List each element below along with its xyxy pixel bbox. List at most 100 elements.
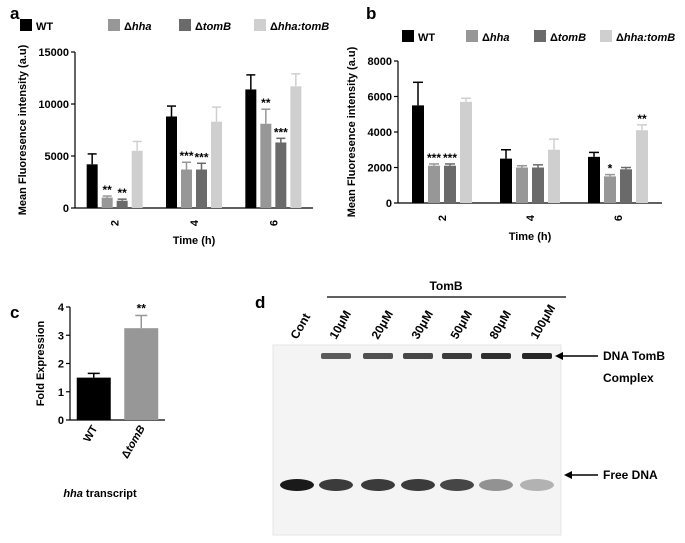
bar [428,165,440,203]
bar [604,176,616,203]
gel-lane-label: 30μM [408,308,435,342]
bar [196,169,207,208]
gel-lane-label: Cont [287,311,313,342]
legend-swatch [534,30,546,42]
y-tick-label: 10000 [38,99,69,111]
gel-panel: TomB Cont 10μM 20μM 30μM 50μM 80μM 100μM DNA T… [272,279,665,536]
gel-lane-label: 80μM [486,308,513,342]
y-tick-label: 4 [58,302,65,314]
gel-lane-label: 100μM [527,302,558,341]
complex-band [522,353,552,359]
complex-band [481,353,511,359]
x-tick-label: ΔtomB [119,423,147,460]
y-tick-label: 15000 [38,47,69,59]
panel-letter-a: a [10,4,20,23]
significance-label: ** [117,186,127,200]
legend-label: ΔtomB [550,32,586,44]
x-tick-label: 4 [189,219,201,226]
legend-swatch [179,19,191,31]
free-dna-band [520,479,554,491]
gel-lane-label: 20μM [368,308,395,342]
y-axis-label: Mean Fluoresence intensity (a.u) [17,44,29,215]
bar [548,149,560,203]
legend-label: Δhha [482,32,509,44]
bar [131,150,143,208]
bar [500,158,512,203]
bar [181,169,192,208]
y-tick-label: 4000 [368,127,392,139]
legend-swatch [466,30,478,42]
complex-band [442,353,472,359]
legend-swatch [600,30,612,42]
bar [620,169,632,203]
bar [532,167,544,203]
free-dna-label: Free DNA [603,468,658,482]
complex-label-line1: DNA TomB [603,349,665,363]
significance-label: *** [274,125,288,139]
bar [116,200,128,208]
bar [86,164,98,208]
free-dna-band [440,479,474,491]
free-dna-arrow-head [564,471,572,479]
bar [290,86,302,208]
significance-label: ** [261,96,271,110]
free-dna-band [479,479,513,491]
significance-label: *** [427,151,441,165]
x-axis-label: Time (h) [509,231,552,243]
panel-letter-c: c [10,303,19,322]
bar [516,167,528,203]
y-tick-label: 8000 [368,56,392,68]
legend-label: Δhha [124,21,151,33]
legend-label: WT [36,21,53,33]
legend-label: Δhha:tomB [616,32,675,44]
x-tick-label: 4 [525,214,537,221]
bar [211,121,222,208]
chart-c: 0 1 2 3 4 Fold Expression WT ΔtomB ** hha transcr… [35,301,165,500]
bar [260,123,272,208]
significance-label: ** [102,183,112,197]
gel-lane-label: 10μM [326,308,353,342]
x-tick-label: 2 [110,220,122,226]
legend-label: ΔtomB [195,21,231,33]
y-tick-label: 6000 [368,92,392,104]
x-tick-label: WT [81,423,100,444]
bar [124,328,159,420]
bar [460,101,472,203]
gel-image [272,344,562,536]
significance-label: *** [443,151,457,165]
free-dna-band [280,479,314,491]
x-tick-label: 2 [437,215,449,221]
y-tick-label: 0 [58,415,64,427]
y-tick-label: 2000 [368,163,392,175]
bar [245,89,257,208]
x-tick-label: 6 [613,215,625,221]
panel-letter-b: b [366,4,376,23]
legend-label: WT [418,32,435,44]
gel-lane-label: 50μM [447,308,474,342]
y-tick-label: 3 [58,330,64,342]
tomb-group-label: TomB [429,279,462,293]
significance-label: * [608,162,613,176]
bar [76,377,111,420]
legend-swatch [108,19,120,31]
significance-label: ** [637,112,647,126]
legend-label: Δhha:tomB [270,21,329,33]
y-axis-label: Mean Fluoresence intensity (a.u) [346,46,358,217]
x-tick-label: 6 [268,220,280,226]
complex-band [321,353,351,359]
x-axis-label: Time (h) [173,235,216,247]
bar [444,165,456,203]
chart-b: 0 2000 4000 6000 8000 Mean Fluoresence intens… [346,30,675,243]
x-axis-label: hha transcript [63,488,137,500]
y-tick-label: 1 [58,387,64,399]
complex-label-line2: Complex [603,371,654,385]
bar [588,156,600,203]
panel-letter-d: d [255,293,265,312]
legend-swatch [20,19,32,31]
bar [275,142,287,208]
bar [636,130,648,203]
free-dna-band [401,479,435,491]
y-axis-label: Fold Expression [35,320,47,406]
significance-label: ** [137,301,147,315]
bar [412,105,424,203]
